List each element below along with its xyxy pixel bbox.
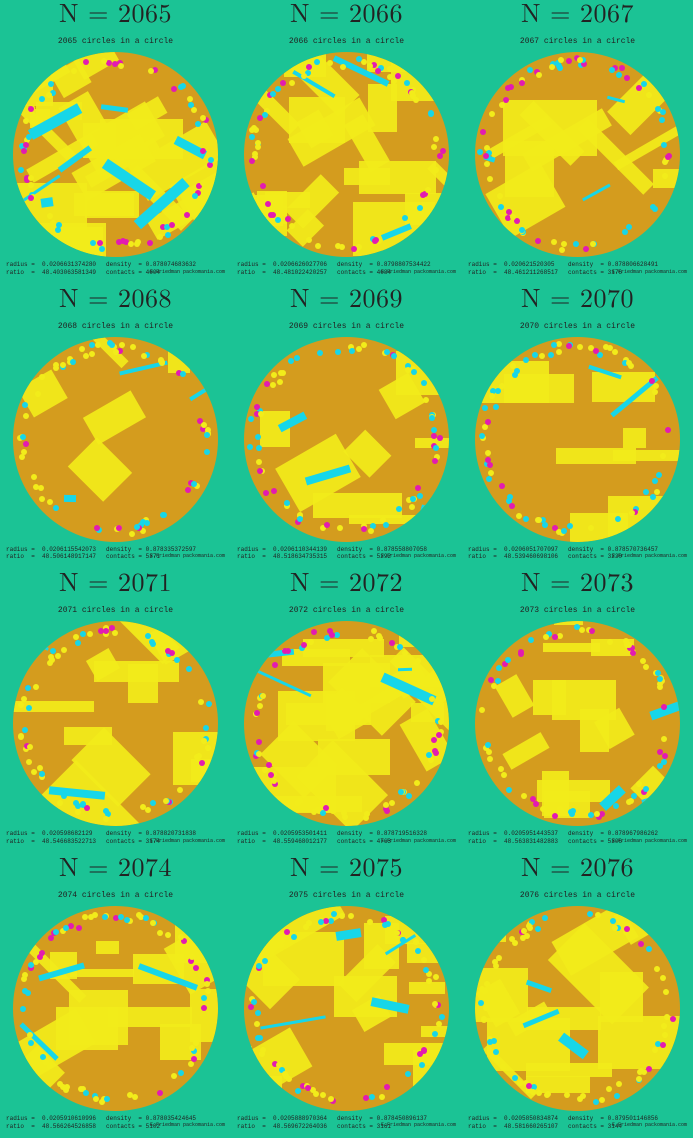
packing-cell: N = 2067 2067 circles in a circle radius =…: [462, 0, 693, 285]
packing-cell: N = 2070 2070 circles in a circle radius =…: [462, 285, 693, 570]
cell-title: N = 2075: [233, 854, 460, 885]
stats-radius-ratio: radius = 0.0206115542073 ratio = 48.5061…: [6, 546, 96, 562]
circle-background: [244, 906, 449, 1111]
cell-subtitle: 2065 circles in a circle: [2, 37, 229, 46]
cell-title: N = 2069: [233, 285, 460, 316]
cell-title: N = 2065: [2, 0, 229, 31]
packing-circle: [475, 52, 680, 257]
cell-title: N = 2066: [233, 0, 460, 31]
circle-pattern: [475, 906, 680, 1111]
circle-pattern: [475, 52, 680, 257]
credit-text: E.Friedman packomania.com: [150, 553, 225, 559]
packing-circle: [244, 621, 449, 826]
circle-background: [244, 621, 449, 826]
cell-subtitle: 2069 circles in a circle: [233, 322, 460, 331]
packing-circle: [475, 337, 680, 542]
packing-circle: [244, 52, 449, 257]
circle-background: [13, 337, 218, 542]
packing-circle: [13, 337, 218, 542]
circle-background: [13, 906, 218, 1111]
credit-text: E.Friedman packomania.com: [150, 838, 225, 844]
packing-cell: N = 2075 2075 circles in a circle radius =…: [231, 854, 462, 1138]
stats-radius-ratio: radius = 0.0206626027706 ratio = 48.4810…: [237, 261, 327, 277]
cell-subtitle: 2068 circles in a circle: [2, 322, 229, 331]
credit-text: E.Friedman packomania.com: [612, 1122, 687, 1128]
packing-cell: N = 2071 2071 circles in a circle radius =…: [0, 569, 231, 854]
circle-background: [475, 621, 680, 826]
cell-subtitle: 2074 circles in a circle: [2, 891, 229, 900]
cell-subtitle: 2075 circles in a circle: [233, 891, 460, 900]
packing-cell: N = 2069 2069 circles in a circle radius =…: [231, 285, 462, 570]
packing-cell: N = 2073 2073 circles in a circle radius =…: [462, 569, 693, 854]
packing-cell: N = 2066 2066 circles in a circle radius =…: [231, 0, 462, 285]
cell-title: N = 2074: [2, 854, 229, 885]
stats-radius-ratio: radius = 0.0205951443537 ratio = 48.5638…: [468, 830, 558, 846]
credit-text: E.Friedman packomania.com: [381, 1122, 456, 1128]
cell-subtitle: 2073 circles in a circle: [464, 606, 691, 615]
cell-subtitle: 2066 circles in a circle: [233, 37, 460, 46]
stats-radius-ratio: radius = 0.0205953501411 ratio = 48.5594…: [237, 830, 327, 846]
stats-radius-ratio: radius = 0.020598682129 ratio = 48.54668…: [6, 830, 96, 846]
circle-background: [13, 52, 218, 257]
circle-pattern: [244, 52, 449, 257]
packing-circle: [13, 906, 218, 1111]
circle-pattern: [475, 621, 680, 826]
stats-radius-ratio: radius = 0.0206051707097 ratio = 48.5394…: [468, 546, 558, 562]
stats-radius-ratio: radius = 0.0206110344139 ratio = 48.5186…: [237, 546, 327, 562]
packing-circle: [13, 52, 218, 257]
packing-cell: N = 2074 2074 circles in a circle radius =…: [0, 854, 231, 1138]
cell-title: N = 2070: [464, 285, 691, 316]
packing-cell: N = 2065 2065 circles in a circle radius =…: [0, 0, 231, 285]
packing-circle: [244, 337, 449, 542]
stats-radius-ratio: radius = 0.0205850834874 ratio = 48.5816…: [468, 1115, 558, 1131]
credit-text: E.Friedman packomania.com: [612, 269, 687, 275]
circle-pattern: [13, 621, 218, 826]
circle-background: [244, 52, 449, 257]
stats-radius-ratio: radius = 0.020621520305 ratio = 48.46121…: [468, 261, 558, 277]
cell-title: N = 2071: [2, 569, 229, 600]
circle-background: [475, 52, 680, 257]
circle-background: [13, 621, 218, 826]
cell-title: N = 2072: [233, 569, 460, 600]
packing-cell: N = 2068 2068 circles in a circle radius =…: [0, 285, 231, 570]
packing-circle: [475, 906, 680, 1111]
cell-subtitle: 2071 circles in a circle: [2, 606, 229, 615]
cell-subtitle: 2070 circles in a circle: [464, 322, 691, 331]
cell-subtitle: 2072 circles in a circle: [233, 606, 460, 615]
credit-text: E.Friedman packomania.com: [150, 269, 225, 275]
cell-title: N = 2073: [464, 569, 691, 600]
cell-title: N = 2076: [464, 854, 691, 885]
circle-background: [475, 906, 680, 1111]
packing-cell: N = 2072 2072 circles in a circle radius =…: [231, 569, 462, 854]
circle-pattern: [244, 337, 449, 542]
stats-radius-ratio: radius = 0.0206631374280 ratio = 48.4030…: [6, 261, 96, 277]
credit-text: E.Friedman packomania.com: [612, 838, 687, 844]
credit-text: E.Friedman packomania.com: [150, 1122, 225, 1128]
stats-radius-ratio: radius = 0.0205910610996 ratio = 48.5662…: [6, 1115, 96, 1131]
circle-pattern: [244, 906, 449, 1111]
stats-radius-ratio: radius = 0.0205888970364 ratio = 48.5696…: [237, 1115, 327, 1131]
credit-text: E.Friedman packomania.com: [381, 838, 456, 844]
cell-subtitle: 2076 circles in a circle: [464, 891, 691, 900]
packing-circle: [475, 621, 680, 826]
packing-circle: [244, 906, 449, 1111]
circle-background: [244, 337, 449, 542]
packing-circle: [13, 621, 218, 826]
circle-background: [475, 337, 680, 542]
circle-pattern: [475, 337, 680, 542]
circle-pattern: [13, 52, 218, 257]
credit-text: E.Friedman packomania.com: [381, 553, 456, 559]
circle-pattern: [13, 906, 218, 1111]
credit-text: E.Friedman packomania.com: [612, 553, 687, 559]
cell-subtitle: 2067 circles in a circle: [464, 37, 691, 46]
cell-title: N = 2068: [2, 285, 229, 316]
credit-text: E.Friedman packomania.com: [381, 269, 456, 275]
packing-cell: N = 2076 2076 circles in a circle radius =…: [462, 854, 693, 1138]
circle-pattern: [13, 337, 218, 542]
circle-pattern: [244, 621, 449, 826]
cell-title: N = 2067: [464, 0, 691, 31]
